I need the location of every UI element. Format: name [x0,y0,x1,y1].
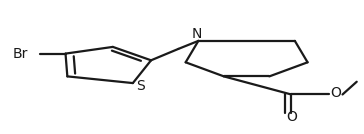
Text: Br: Br [12,47,28,61]
Text: O: O [331,86,341,100]
Text: S: S [136,79,145,93]
Text: N: N [191,27,202,40]
Text: O: O [286,110,297,124]
